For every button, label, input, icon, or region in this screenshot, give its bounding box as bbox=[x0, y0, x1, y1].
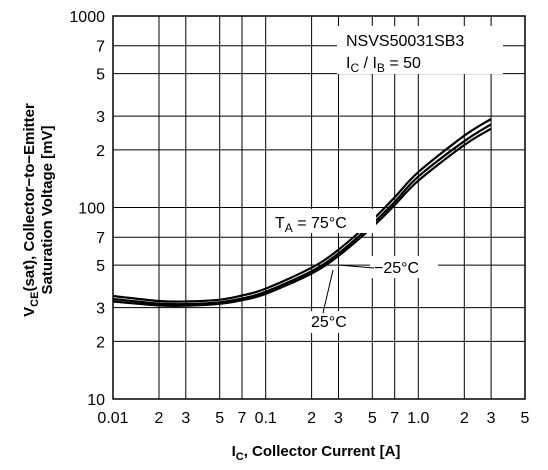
x-tick-label: 2 bbox=[155, 410, 164, 427]
y-tick-label: 5 bbox=[96, 67, 105, 84]
x-tick-label: 0.1 bbox=[255, 410, 277, 427]
y-tick-label: 10 bbox=[87, 392, 105, 409]
series-line-1 bbox=[112, 123, 492, 306]
y-tick-label: 3 bbox=[96, 301, 105, 318]
x-tick-labels: 0.01 2 3 5 7 0.1 2 3 5 7 1.0 2 3 5 bbox=[97, 410, 529, 427]
y-tick-labels: 10 2 3 5 7 100 2 3 5 7 1000 bbox=[69, 9, 105, 409]
x-tick-label: 5 bbox=[521, 410, 530, 427]
y-axis-title-line2: Saturation Voltage [mV] bbox=[39, 126, 56, 295]
y-axis-title: VCE(sat), Collector−to−Emitter Saturatio… bbox=[21, 103, 56, 317]
y-tick-label: 2 bbox=[96, 334, 105, 351]
x-tick-label: 3 bbox=[487, 410, 496, 427]
series-line-2 bbox=[112, 127, 492, 308]
x-tick-label: 2 bbox=[307, 410, 316, 427]
curve-m25-leader-line bbox=[337, 264, 375, 269]
curve-25-label-bg bbox=[308, 311, 360, 333]
y-tick-label: 1000 bbox=[69, 9, 105, 26]
series-line-0 bbox=[112, 118, 492, 303]
curve-m25-label-bg bbox=[370, 256, 438, 278]
y-tick-label: 2 bbox=[96, 143, 105, 160]
curve-75-label: TA = 75°C bbox=[275, 215, 347, 235]
x-tick-label: 5 bbox=[368, 410, 377, 427]
y-tick-label: 7 bbox=[96, 230, 105, 247]
series-lines bbox=[112, 118, 492, 308]
grid bbox=[113, 16, 525, 399]
y-axis-title-line1: VCE(sat), Collector−to−Emitter bbox=[21, 103, 41, 317]
ic-ib-ratio-label: IC / IB = 50 bbox=[346, 55, 421, 75]
curve-m25-label: −25°C bbox=[374, 260, 419, 277]
x-axis-title: IC, Collector Current [A] bbox=[232, 443, 401, 463]
x-tick-label: 3 bbox=[181, 410, 190, 427]
x-tick-label: 7 bbox=[238, 410, 247, 427]
x-tick-label: 7 bbox=[390, 410, 399, 427]
x-tick-label: 1.0 bbox=[407, 410, 429, 427]
curve-25-leader-line bbox=[322, 269, 334, 314]
curve-75-label-bg bbox=[272, 209, 376, 233]
y-tick-label: 100 bbox=[78, 201, 105, 218]
x-tick-label: 3 bbox=[334, 410, 343, 427]
part-info-background bbox=[337, 26, 503, 74]
x-tick-label: 2 bbox=[460, 410, 469, 427]
curve-25-label: 25°C bbox=[311, 314, 347, 331]
x-tick-label: 5 bbox=[215, 410, 224, 427]
y-tick-label: 7 bbox=[96, 39, 105, 56]
y-tick-label: 5 bbox=[96, 258, 105, 275]
x-tick-label: 0.01 bbox=[97, 410, 128, 427]
part-number-label: NSVS50031SB3 bbox=[346, 33, 464, 50]
plot-frame bbox=[112, 15, 526, 400]
y-tick-label: 3 bbox=[96, 109, 105, 126]
